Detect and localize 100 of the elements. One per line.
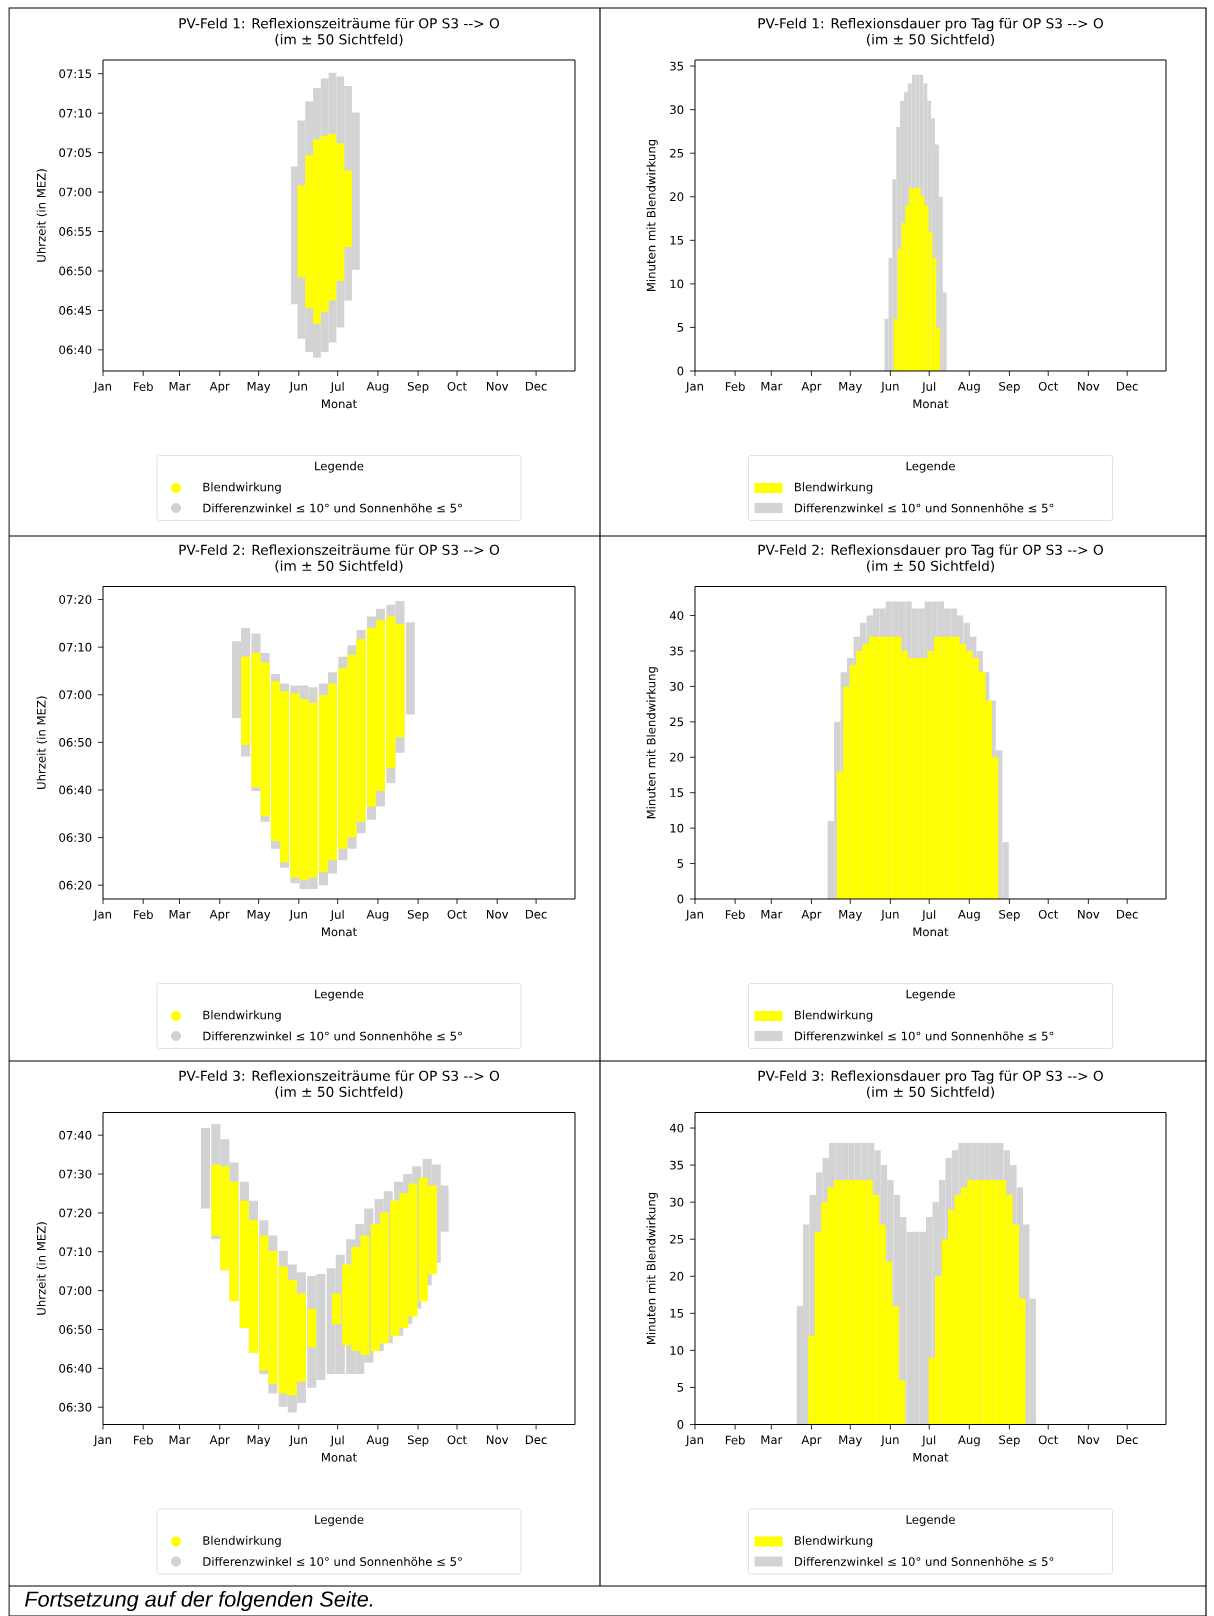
y-tick-label: 06:20 <box>59 880 92 890</box>
y-tick-label: 07:15 <box>59 69 92 79</box>
x-tick-label: Apr <box>801 909 822 921</box>
y-tick-label: 20 <box>670 192 684 202</box>
chart-title: PV-Feld 1: Reflexionszeiträume für OP S3 --> O <box>179 17 500 29</box>
x-tick-label: Jan <box>685 381 703 393</box>
y-tick-label: 0 <box>677 1420 684 1429</box>
y-tick-label: 15 <box>670 788 684 798</box>
x-tick-label: Oct <box>447 1435 467 1445</box>
chart-title: PV-Feld 1: Reflexionsdauer pro Tag für OP S3 --> O <box>758 17 1103 32</box>
x-tick-label: Apr <box>209 381 230 393</box>
y-axis-title: Uhrzeit (in MEZ) <box>36 696 48 789</box>
y-tick-label: 30 <box>670 1197 684 1207</box>
y-axis-title: Uhrzeit (in MEZ) <box>36 169 48 262</box>
legend-label: Blendwirkung <box>203 482 281 494</box>
y-tick-label: 10 <box>670 823 684 833</box>
x-tick-label: Dec <box>1117 381 1138 391</box>
y-axis-title: Minuten mit Blendwirkung <box>646 139 658 291</box>
y-tick-label: 0 <box>677 894 684 904</box>
x-axis-title: Monat <box>321 399 357 409</box>
y-tick-label: 07:10 <box>59 642 92 652</box>
x-tick-label: Jul <box>921 381 936 394</box>
y-tick-label: 07:05 <box>59 148 92 158</box>
legend-label: Blendwirkung <box>203 1535 281 1548</box>
legend-label: Differenzwinkel ≤ 10° und Sonnenhöhe ≤ 5° <box>203 503 462 513</box>
y-tick-label: 06:55 <box>59 227 92 236</box>
x-tick-label: May <box>247 1435 271 1447</box>
legend-label: Blendwirkung <box>794 482 873 494</box>
y-tick-label: 07:00 <box>59 187 92 197</box>
y-tick-label: 07:30 <box>59 1169 92 1179</box>
chart-subtitle: (im ± 50 Sichtfeld) <box>867 560 994 573</box>
y-tick-label: 07:20 <box>59 1208 92 1218</box>
x-tick-label: Oct <box>1038 1435 1059 1445</box>
x-tick-label: Dec <box>1117 1435 1138 1445</box>
y-tick-label: 07:00 <box>59 1286 92 1296</box>
x-tick-label: Jan <box>685 1435 703 1447</box>
x-tick-label: Oct <box>1038 909 1059 919</box>
x-tick-label: Mar <box>169 381 191 391</box>
y-tick-label: 06:45 <box>59 306 92 315</box>
y-tick-label: 06:50 <box>59 266 92 276</box>
y-tick-label: 15 <box>670 1309 684 1318</box>
x-tick-label: May <box>839 909 862 921</box>
y-tick-label: 35 <box>670 646 684 656</box>
x-tick-label: Nov <box>486 381 509 391</box>
x-axis-title: Monat <box>321 1453 357 1462</box>
y-tick-label: 06:50 <box>59 737 92 747</box>
x-tick-label: Jan <box>93 1435 112 1447</box>
y-tick-label: 40 <box>669 611 684 620</box>
chart-subtitle: (im ± 50 Sichtfeld) <box>867 1086 994 1099</box>
y-tick-label: 30 <box>670 682 684 691</box>
x-tick-label: Aug <box>958 1435 980 1447</box>
x-tick-label: Apr <box>801 1435 822 1447</box>
legend-label: Blendwirkung <box>203 1010 281 1022</box>
y-tick-label: 40 <box>669 1123 684 1133</box>
x-tick-label: Aug <box>366 1435 389 1447</box>
x-tick-label: Oct <box>1038 381 1059 391</box>
y-tick-label: 07:00 <box>59 690 92 700</box>
x-tick-label: Nov <box>1078 909 1100 919</box>
legend-title: Legende <box>906 461 955 473</box>
x-tick-label: Aug <box>366 909 389 921</box>
x-tick-label: Jul <box>330 1435 344 1447</box>
chart-title: PV-Feld 3: Reflexionszeiträume für OP S3 --> O <box>179 1070 500 1081</box>
y-tick-label: 06:30 <box>59 1402 92 1412</box>
x-tick-label: Sep <box>407 909 429 921</box>
y-tick-label: 25 <box>670 148 684 158</box>
x-tick-label: Aug <box>958 381 980 393</box>
y-axis-title: Minuten mit Blendwirkung <box>646 1192 658 1344</box>
chart-subtitle: (im ± 50 Sichtfeld) <box>867 33 994 47</box>
y-tick-label: 06:40 <box>59 1363 92 1373</box>
x-tick-label: May <box>839 1435 862 1447</box>
x-tick-label: Sep <box>407 381 429 393</box>
legend-label: Differenzwinkel ≤ 10° und Sonnenhöhe ≤ 5° <box>203 1031 462 1041</box>
x-tick-label: Jun <box>289 1435 307 1447</box>
x-tick-label: Jun <box>289 381 307 393</box>
x-tick-label: Nov <box>486 909 509 919</box>
x-tick-label: May <box>839 381 862 393</box>
x-tick-label: Jun <box>880 1435 899 1447</box>
chart-subtitle: (im ± 50 Sichtfeld) <box>275 33 403 47</box>
legend-label: Differenzwinkel ≤ 10° und Sonnenhöhe ≤ 5° <box>794 1031 1054 1041</box>
y-tick-label: 25 <box>670 1234 684 1244</box>
x-tick-label: Jun <box>880 381 899 393</box>
x-tick-label: Oct <box>447 381 467 391</box>
x-tick-label: Dec <box>525 909 547 919</box>
y-tick-label: 20 <box>670 1271 684 1281</box>
x-tick-label: Feb <box>725 381 745 391</box>
x-axis-title: Monat <box>321 927 357 937</box>
y-tick-label: 15 <box>670 235 684 245</box>
x-tick-label: Apr <box>209 1435 230 1447</box>
x-tick-label: Sep <box>999 909 1020 921</box>
x-tick-label: Mar <box>761 1435 783 1445</box>
chart-title: PV-Feld 3: Reflexionsdauer pro Tag für OP S3 --> O <box>758 1070 1103 1084</box>
y-tick-label: 0 <box>677 366 684 376</box>
y-tick-label: 25 <box>670 717 684 727</box>
x-tick-label: Jan <box>93 381 112 393</box>
legend-label: Differenzwinkel ≤ 10° und Sonnenhöhe ≤ 5° <box>203 1556 462 1566</box>
legend-title: Legende <box>906 1514 955 1527</box>
legend-label: Differenzwinkel ≤ 10° und Sonnenhöhe ≤ 5° <box>794 503 1054 513</box>
x-tick-label: Jun <box>289 909 307 921</box>
chart-subtitle: (im ± 50 Sichtfeld) <box>275 1086 403 1099</box>
y-tick-label: 06:30 <box>59 833 92 842</box>
